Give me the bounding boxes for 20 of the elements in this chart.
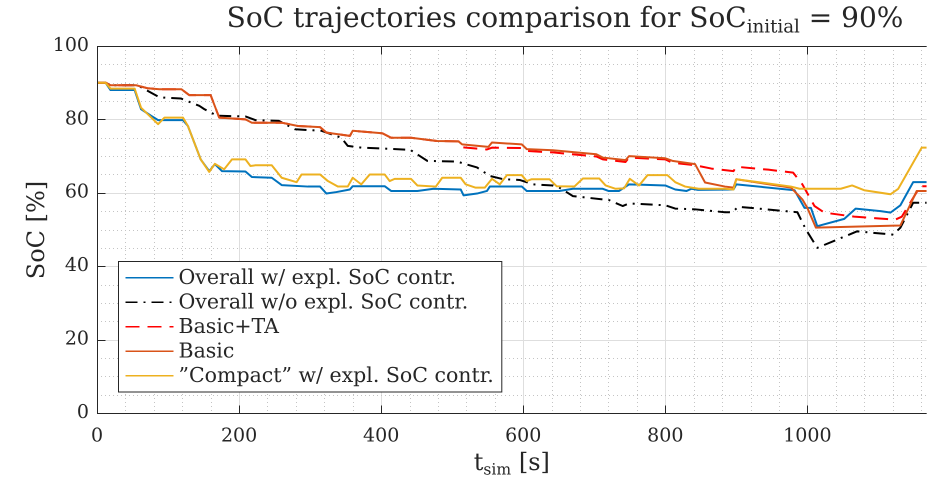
y-tick-label: 100	[52, 34, 89, 56]
legend-label: Basic	[178, 338, 234, 363]
legend-label: Overall w/ expl. SoC contr.	[178, 265, 456, 290]
x-tick-label: 200	[220, 424, 258, 446]
chart-title: SoC trajectories comparison for SoC$_{initial}$ = 90%	[226, 1, 904, 38]
y-tick-label: 20	[64, 328, 89, 350]
y-tick-label: 0	[76, 400, 89, 423]
x-tick-label: 400	[363, 424, 400, 446]
y-tick-label: 80	[64, 107, 89, 130]
x-tick-label: 600	[505, 424, 542, 446]
y-axis-title: SoC [%]	[22, 180, 50, 279]
x-tick-label: 0	[90, 424, 104, 446]
x-tick-label: 1000	[783, 424, 832, 446]
x-axis-title: t$_{sim}$ [s]	[474, 448, 550, 479]
x-tick-label: 800	[647, 424, 684, 446]
legend-label: Basic+TA	[178, 314, 280, 338]
legend-label: ”Compact” w/ expl. SoC contr.	[178, 363, 494, 388]
legend-label: Overall w/o expl. SoC contr.	[178, 290, 468, 314]
y-tick-label: 40	[64, 254, 89, 276]
y-tick-label: 60	[64, 180, 89, 203]
